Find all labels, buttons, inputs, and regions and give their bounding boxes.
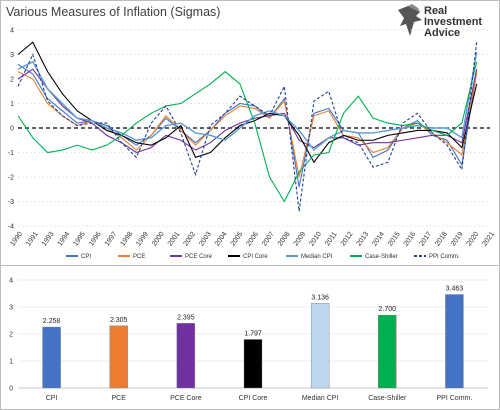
bar-ppi-comm — [445, 294, 464, 389]
series-line-median-cpi — [17, 51, 478, 152]
legend-label-median-cpi: Median CPI — [301, 254, 333, 260]
bar-pce — [109, 325, 128, 389]
logo-line-2: Investment — [424, 16, 483, 28]
legend-label-cpi: CPI — [81, 254, 91, 260]
real-investment-advice-logo: Real Investment Advice — [396, 4, 492, 44]
eagle-icon — [398, 4, 422, 36]
logo-line-3: Advice — [424, 27, 461, 39]
bar-y-tick-label: 4 — [9, 278, 13, 285]
y-tick-label: -3 — [8, 199, 14, 206]
y-tick-label: 3 — [10, 52, 14, 59]
legend-label-ppi-comm: PPI Comm. — [429, 254, 460, 260]
bar-value-label: 3.463 — [446, 285, 464, 292]
y-tick-label: -1 — [8, 150, 14, 157]
bar-pce-core — [176, 323, 196, 389]
bar-category-label: PCE — [112, 395, 127, 402]
bar-value-label: 3.136 — [311, 294, 329, 301]
bar-category-label: Median CPI — [302, 395, 339, 402]
bar-y-tick-label: 0 — [9, 386, 13, 393]
legend-label-cpi-core: CPI Core — [243, 254, 268, 260]
series-line-pce-core — [17, 68, 478, 154]
logo-line-1: Real — [424, 5, 448, 17]
y-tick-label: 0 — [10, 126, 14, 133]
y-tick-label: 1 — [10, 101, 14, 108]
bar-value-label: 2.258 — [43, 318, 61, 325]
legend-label-pce-core: PCE Core — [185, 254, 213, 260]
y-tick-label: -4 — [8, 224, 14, 231]
legend-label-case-shiller: Case-Shiller — [365, 254, 398, 260]
bar-cpi — [42, 326, 61, 389]
bar-y-tick-label: 1 — [9, 359, 13, 366]
bar-value-label: 2.395 — [177, 314, 195, 321]
y-tick-label: 2 — [10, 77, 14, 84]
bar-category-label: PCE Core — [170, 395, 202, 402]
bar-value-label: 2.700 — [379, 306, 397, 313]
bar-case-shiller — [378, 314, 397, 389]
bar-category-label: CPI — [46, 395, 58, 402]
y-tick-label: -2 — [8, 175, 14, 182]
bar-category-label: PPI Comm. — [437, 395, 473, 402]
bar-y-tick-label: 3 — [9, 305, 13, 312]
legend-label-pce: PCE — [133, 254, 145, 260]
panel-divider — [0, 265, 500, 266]
bar-median-cpi — [310, 303, 330, 389]
bar-value-label: 2.305 — [110, 317, 128, 324]
bar-y-tick-label: 2 — [9, 332, 13, 339]
chart-title: Various Measures of Inflation (Sigmas) — [6, 5, 221, 19]
series-line-case-shiller — [17, 61, 478, 203]
y-tick-label: 4 — [10, 28, 14, 35]
bar-category-label: CPI Core — [239, 395, 268, 402]
bar-value-label: 1.797 — [244, 330, 262, 337]
series-line-ppi-comm — [17, 42, 478, 212]
bar-cpi-core — [243, 339, 263, 389]
bar-category-label: Case-Shiller — [368, 395, 407, 402]
